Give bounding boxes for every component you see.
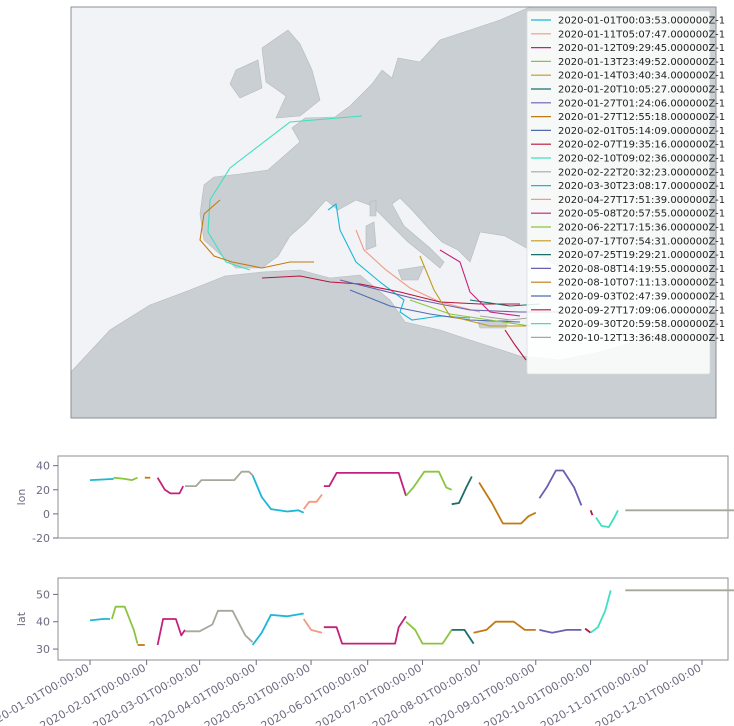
map-track xyxy=(504,329,527,361)
series-line xyxy=(405,470,453,497)
series-line xyxy=(589,509,594,516)
series-line xyxy=(584,627,592,634)
series-line xyxy=(539,629,582,634)
series-line xyxy=(478,482,537,525)
lat-x-ticks: 2020-01-01T00:00:002020-02-01T00:00:0020… xyxy=(0,660,704,726)
map-track xyxy=(479,315,529,321)
lon-y-ticks: -20 0 20 40 xyxy=(32,460,58,545)
map-track xyxy=(439,249,521,317)
legend-label: 2020-01-27T12:55:18.000000Z-1 xyxy=(558,112,725,123)
map-track xyxy=(419,255,526,327)
legend-label: 2020-01-14T03:40:34.000000Z-1 xyxy=(558,71,725,82)
map-track xyxy=(199,199,314,269)
ireland-land xyxy=(229,59,263,99)
legend-label: 2020-01-01T00:03:53.000000Z-1 xyxy=(558,16,725,27)
legend-label: 2020-01-13T23:49:52.000000Z-1 xyxy=(558,57,725,68)
y-tick-label: 30 xyxy=(36,643,50,656)
legend-box xyxy=(526,10,711,375)
map-track xyxy=(355,229,481,313)
legend-label: 2020-08-08T14:19:55.000000Z-1 xyxy=(558,264,725,275)
map-frame xyxy=(70,6,717,419)
legend-label: 2020-06-22T17:15:36.000000Z-1 xyxy=(558,223,725,234)
sardinia-land xyxy=(365,221,377,251)
legend-label: 2020-04-27T17:51:39.000000Z-1 xyxy=(558,195,725,206)
series-line xyxy=(323,615,407,645)
series-line xyxy=(251,474,305,514)
map-panel: 2020-01-01T00:03:53.000000Z-1 2020-01-11T… xyxy=(70,6,725,419)
y-tick-label: 40 xyxy=(36,460,50,473)
lat-series xyxy=(89,589,734,646)
y-tick-label: -20 xyxy=(32,532,50,545)
sicily-land xyxy=(397,265,425,281)
map-legend: 2020-01-01T00:03:53.000000Z-1 2020-01-11T… xyxy=(526,10,725,375)
legend-label: 2020-08-10T07:11:13.000000Z-1 xyxy=(558,278,725,289)
series-line xyxy=(89,478,114,481)
britain-land xyxy=(261,29,321,119)
series-line xyxy=(89,618,111,622)
legend-label: 2020-09-03T02:47:39.000000Z-1 xyxy=(558,292,725,303)
lon-plot-frame xyxy=(57,455,729,539)
legend-label: 2020-09-27T17:09:06.000000Z-1 xyxy=(558,305,725,316)
series-line xyxy=(302,618,323,634)
legend-label: 2020-02-01T05:14:09.000000Z-1 xyxy=(558,126,725,137)
series-line xyxy=(113,476,138,482)
lat-panel: lat 30 40 50 2020-01-01T00:00:002020-02-01… xyxy=(0,577,734,726)
legend-label: 2020-02-10T09:02:36.000000Z-1 xyxy=(558,154,725,165)
lon-panel: lon -20 0 20 40 xyxy=(15,455,734,545)
series-line xyxy=(451,476,473,506)
lon-axis-label: lon xyxy=(15,489,28,506)
map-track xyxy=(207,115,363,271)
legend-items: 2020-01-01T00:03:53.000000Z-1 2020-01-11T… xyxy=(531,16,725,344)
legend-label: 2020-01-12T09:29:45.000000Z-1 xyxy=(558,43,725,54)
series-line xyxy=(156,477,185,495)
series-line xyxy=(595,509,619,528)
lat-axis-label: lat xyxy=(15,611,28,626)
y-tick-label: 0 xyxy=(43,508,50,521)
legend-label: 2020-07-25T19:29:21.000000Z-1 xyxy=(558,250,725,261)
map-track xyxy=(409,299,531,327)
lon-series xyxy=(89,469,734,528)
series-line xyxy=(185,609,254,643)
series-line xyxy=(185,470,254,488)
y-tick-label: 40 xyxy=(36,616,50,629)
series-line xyxy=(451,629,475,645)
legend-label: 2020-01-27T01:24:06.000000Z-1 xyxy=(558,98,725,109)
legend-label: 2020-03-30T23:08:17.000000Z-1 xyxy=(558,181,725,192)
legend-label: 2020-10-12T13:36:48.000000Z-1 xyxy=(558,333,725,344)
legend-label: 2020-09-30T20:59:58.000000Z-1 xyxy=(558,319,725,330)
map-track xyxy=(349,289,521,323)
map-track xyxy=(261,275,520,305)
legend-label: 2020-02-22T20:32:23.000000Z-1 xyxy=(558,167,725,178)
y-tick-label: 20 xyxy=(36,484,50,497)
map-track xyxy=(327,203,471,321)
series-line xyxy=(251,612,304,646)
series-line xyxy=(302,494,323,510)
legend-label: 2020-05-08T20:57:55.000000Z-1 xyxy=(558,209,725,220)
series-line xyxy=(473,620,536,634)
series-line xyxy=(590,590,612,634)
corsica-land xyxy=(369,199,377,217)
legend-label: 2020-02-07T19:35:16.000000Z-1 xyxy=(558,140,725,151)
series-line xyxy=(156,618,186,646)
series-line xyxy=(538,469,583,506)
legend-label: 2020-01-20T10:05:27.000000Z-1 xyxy=(558,85,725,96)
series-line xyxy=(405,621,453,645)
series-line xyxy=(111,605,139,644)
series-line xyxy=(323,471,407,497)
legend-label: 2020-01-11T05:07:47.000000Z-1 xyxy=(558,29,725,40)
map-tracks xyxy=(199,115,560,361)
y-tick-label: 50 xyxy=(36,588,50,601)
lat-y-ticks: 30 40 50 xyxy=(36,588,58,656)
legend-label: 2020-07-17T07:54:31.000000Z-1 xyxy=(558,236,725,247)
